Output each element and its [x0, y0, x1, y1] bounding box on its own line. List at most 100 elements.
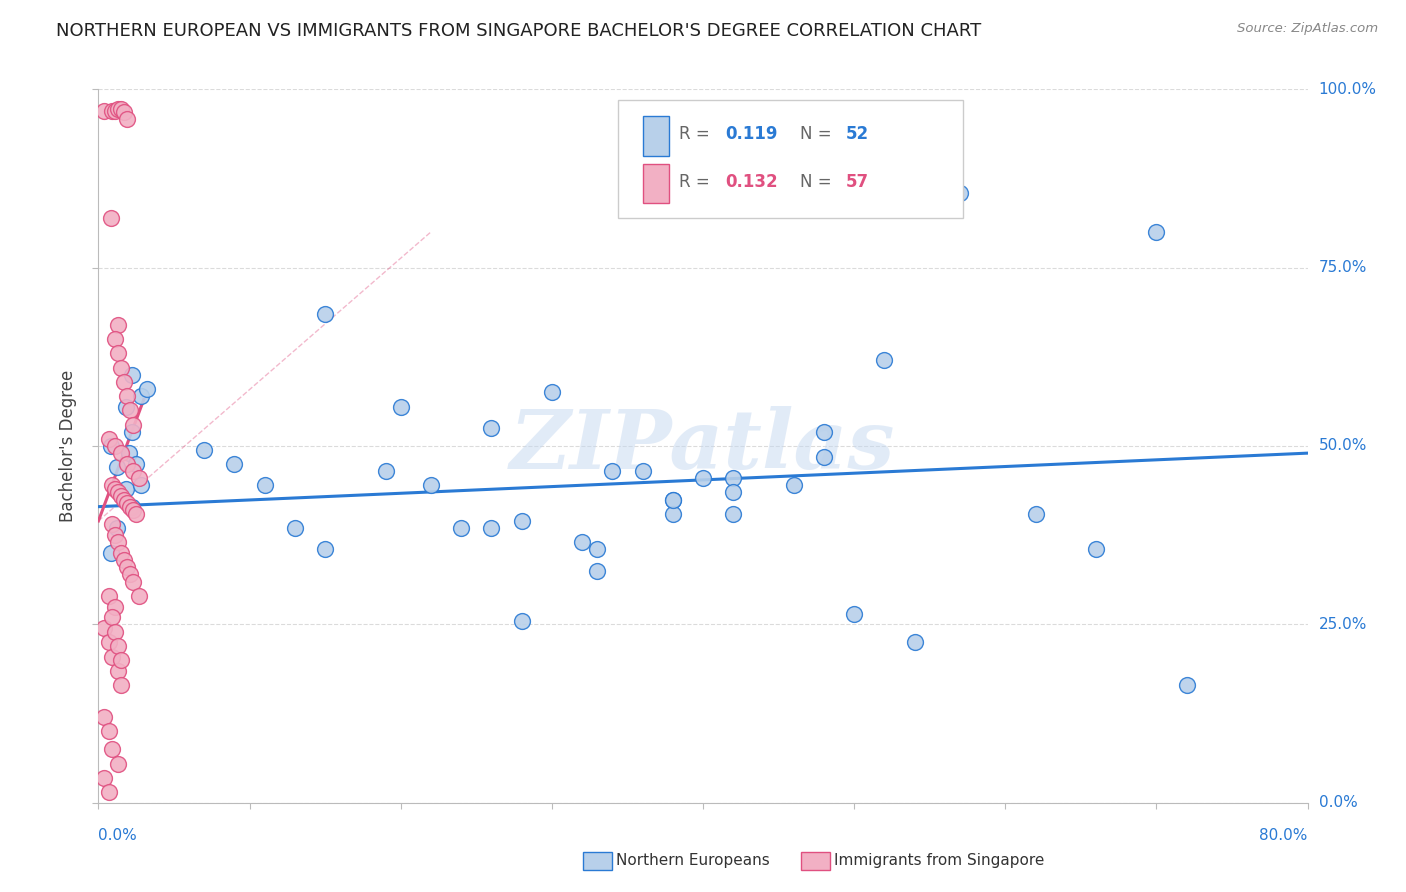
Point: [135, 382, 157, 396]
Point: [122, 417, 145, 432]
Point: [120, 500, 142, 514]
Point: [661, 507, 683, 521]
Point: [661, 492, 683, 507]
Point: [224, 457, 246, 471]
Point: [107, 639, 129, 653]
Text: R =: R =: [679, 173, 714, 191]
Point: [813, 450, 835, 464]
Point: [510, 614, 533, 628]
Point: [101, 478, 124, 492]
Point: [721, 507, 744, 521]
Point: [98, 589, 121, 603]
Point: [101, 103, 124, 118]
Text: 0.0%: 0.0%: [1319, 796, 1357, 810]
Point: [93, 771, 115, 785]
Point: [374, 464, 396, 478]
Point: [98, 785, 121, 799]
Point: [602, 464, 624, 478]
Text: R =: R =: [679, 125, 714, 143]
Point: [661, 492, 683, 507]
Point: [107, 485, 129, 500]
Point: [110, 489, 132, 503]
Text: Northern Europeans: Northern Europeans: [616, 854, 769, 868]
Point: [112, 105, 135, 120]
Point: [114, 482, 136, 496]
Point: [115, 560, 138, 574]
Point: [98, 635, 121, 649]
Text: 75.0%: 75.0%: [1319, 260, 1367, 275]
Point: [904, 635, 927, 649]
Text: 80.0%: 80.0%: [1260, 828, 1308, 843]
Point: [107, 318, 129, 332]
Point: [98, 432, 121, 446]
Point: [107, 346, 129, 360]
Point: [122, 503, 145, 517]
Point: [314, 542, 336, 557]
Point: [510, 514, 533, 528]
Point: [104, 624, 127, 639]
Point: [110, 546, 132, 560]
Text: 100.0%: 100.0%: [1319, 82, 1376, 96]
Point: [121, 425, 143, 439]
Point: [110, 446, 132, 460]
Text: Immigrants from Singapore: Immigrants from Singapore: [834, 854, 1045, 868]
Point: [419, 478, 441, 492]
Point: [101, 649, 124, 664]
Point: [844, 607, 866, 621]
Point: [104, 103, 127, 118]
Point: [949, 186, 972, 200]
Point: [481, 421, 503, 435]
Text: 0.0%: 0.0%: [98, 828, 138, 843]
Point: [110, 360, 132, 375]
Point: [873, 353, 896, 368]
Text: 25.0%: 25.0%: [1319, 617, 1367, 632]
Point: [389, 400, 412, 414]
Point: [721, 471, 744, 485]
Point: [121, 500, 143, 514]
Bar: [643, 116, 669, 155]
Point: [104, 599, 127, 614]
Text: ZIPatlas: ZIPatlas: [510, 406, 896, 486]
Text: Source: ZipAtlas.com: Source: ZipAtlas.com: [1237, 22, 1378, 36]
Point: [112, 375, 135, 389]
Point: [540, 385, 562, 400]
Point: [110, 678, 132, 692]
Text: 0.119: 0.119: [724, 125, 778, 143]
Point: [101, 610, 124, 624]
Point: [107, 664, 129, 678]
Point: [692, 471, 714, 485]
Point: [125, 507, 148, 521]
Point: [193, 442, 215, 457]
Point: [125, 457, 148, 471]
Point: [253, 478, 276, 492]
Point: [586, 564, 609, 578]
Point: [101, 742, 124, 756]
Point: [110, 102, 132, 116]
Point: [284, 521, 307, 535]
Text: 0.132: 0.132: [724, 173, 778, 191]
Point: [115, 457, 138, 471]
FancyBboxPatch shape: [619, 100, 963, 218]
Point: [100, 211, 122, 225]
Point: [1085, 542, 1108, 557]
Point: [100, 439, 122, 453]
Point: [129, 389, 152, 403]
Point: [128, 589, 150, 603]
Point: [114, 400, 136, 414]
Point: [105, 521, 128, 535]
Point: [105, 460, 128, 475]
Point: [631, 464, 654, 478]
Point: [107, 756, 129, 771]
Point: [120, 567, 142, 582]
Point: [128, 471, 150, 485]
Point: [120, 403, 142, 417]
Point: [112, 553, 135, 567]
Point: [118, 446, 141, 460]
Point: [104, 528, 127, 542]
Point: [107, 102, 129, 116]
Point: [450, 521, 472, 535]
Point: [104, 439, 127, 453]
Point: [1144, 225, 1167, 239]
Point: [122, 574, 145, 589]
Point: [93, 710, 115, 724]
